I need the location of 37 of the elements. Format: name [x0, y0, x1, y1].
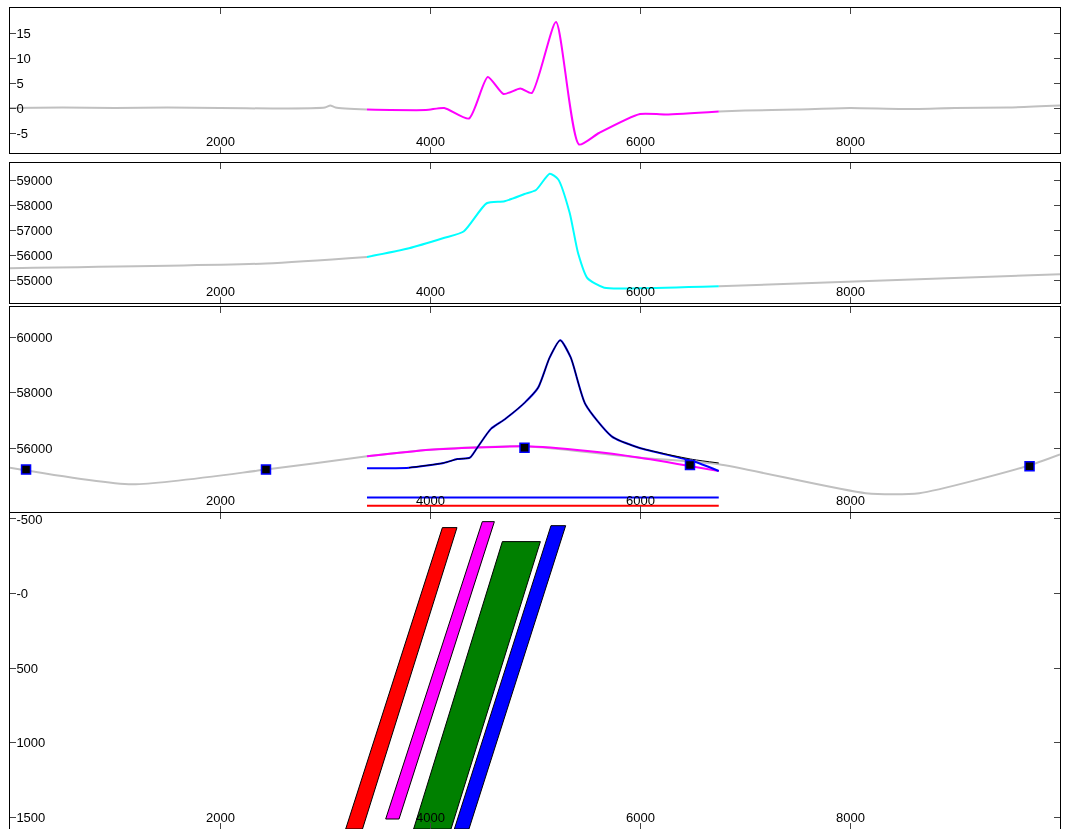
x-tick-label: 8000 [836, 493, 865, 508]
y-tick-label: -0 [16, 586, 28, 602]
y-tick-label: 1000 [16, 735, 46, 751]
x-tick-label: 2000 [206, 284, 235, 299]
point [260, 464, 272, 475]
y-tick-label: 0 [16, 100, 24, 116]
point [519, 442, 530, 453]
x-tick-label: 2000 [206, 810, 235, 825]
y-tick-label: 59000 [16, 173, 53, 189]
x-tick-label: 6000 [626, 810, 655, 825]
y-tick-label: 56000 [16, 248, 53, 264]
y-tick-label: 10 [16, 50, 31, 66]
y-tick-label: 56000 [16, 440, 53, 456]
x-tick-label: 8000 [836, 810, 865, 825]
y-tick-label: -500 [16, 511, 43, 527]
y-tick-label: 58000 [16, 385, 53, 401]
point [684, 459, 696, 471]
x-tick-label: 2000 [206, 493, 235, 508]
x-tick-label: 8000 [836, 134, 865, 149]
y-tick-label: 500 [16, 660, 39, 676]
x-tick-label: 4000 [416, 134, 445, 149]
y-tick-label: 15 [16, 25, 31, 41]
y-tick-label: 60000 [16, 330, 53, 346]
y-tick-label: 5 [16, 75, 24, 91]
y-tick-label: 55000 [16, 273, 53, 289]
y-tick-label: 57000 [16, 223, 53, 239]
x-tick-label: 8000 [836, 284, 865, 299]
point [20, 464, 32, 475]
x-tick-label: 6000 [626, 134, 655, 149]
x-tick-label: 2000 [206, 134, 235, 149]
y-tick-label: 58000 [16, 198, 53, 214]
x-tick-label: 4000 [416, 810, 445, 825]
line-series [366, 21, 720, 146]
y-tick-label: 1500 [16, 809, 46, 825]
x-tick-label: 4000 [416, 284, 445, 299]
y-tick-label: -5 [16, 125, 28, 141]
point [1024, 461, 1035, 472]
